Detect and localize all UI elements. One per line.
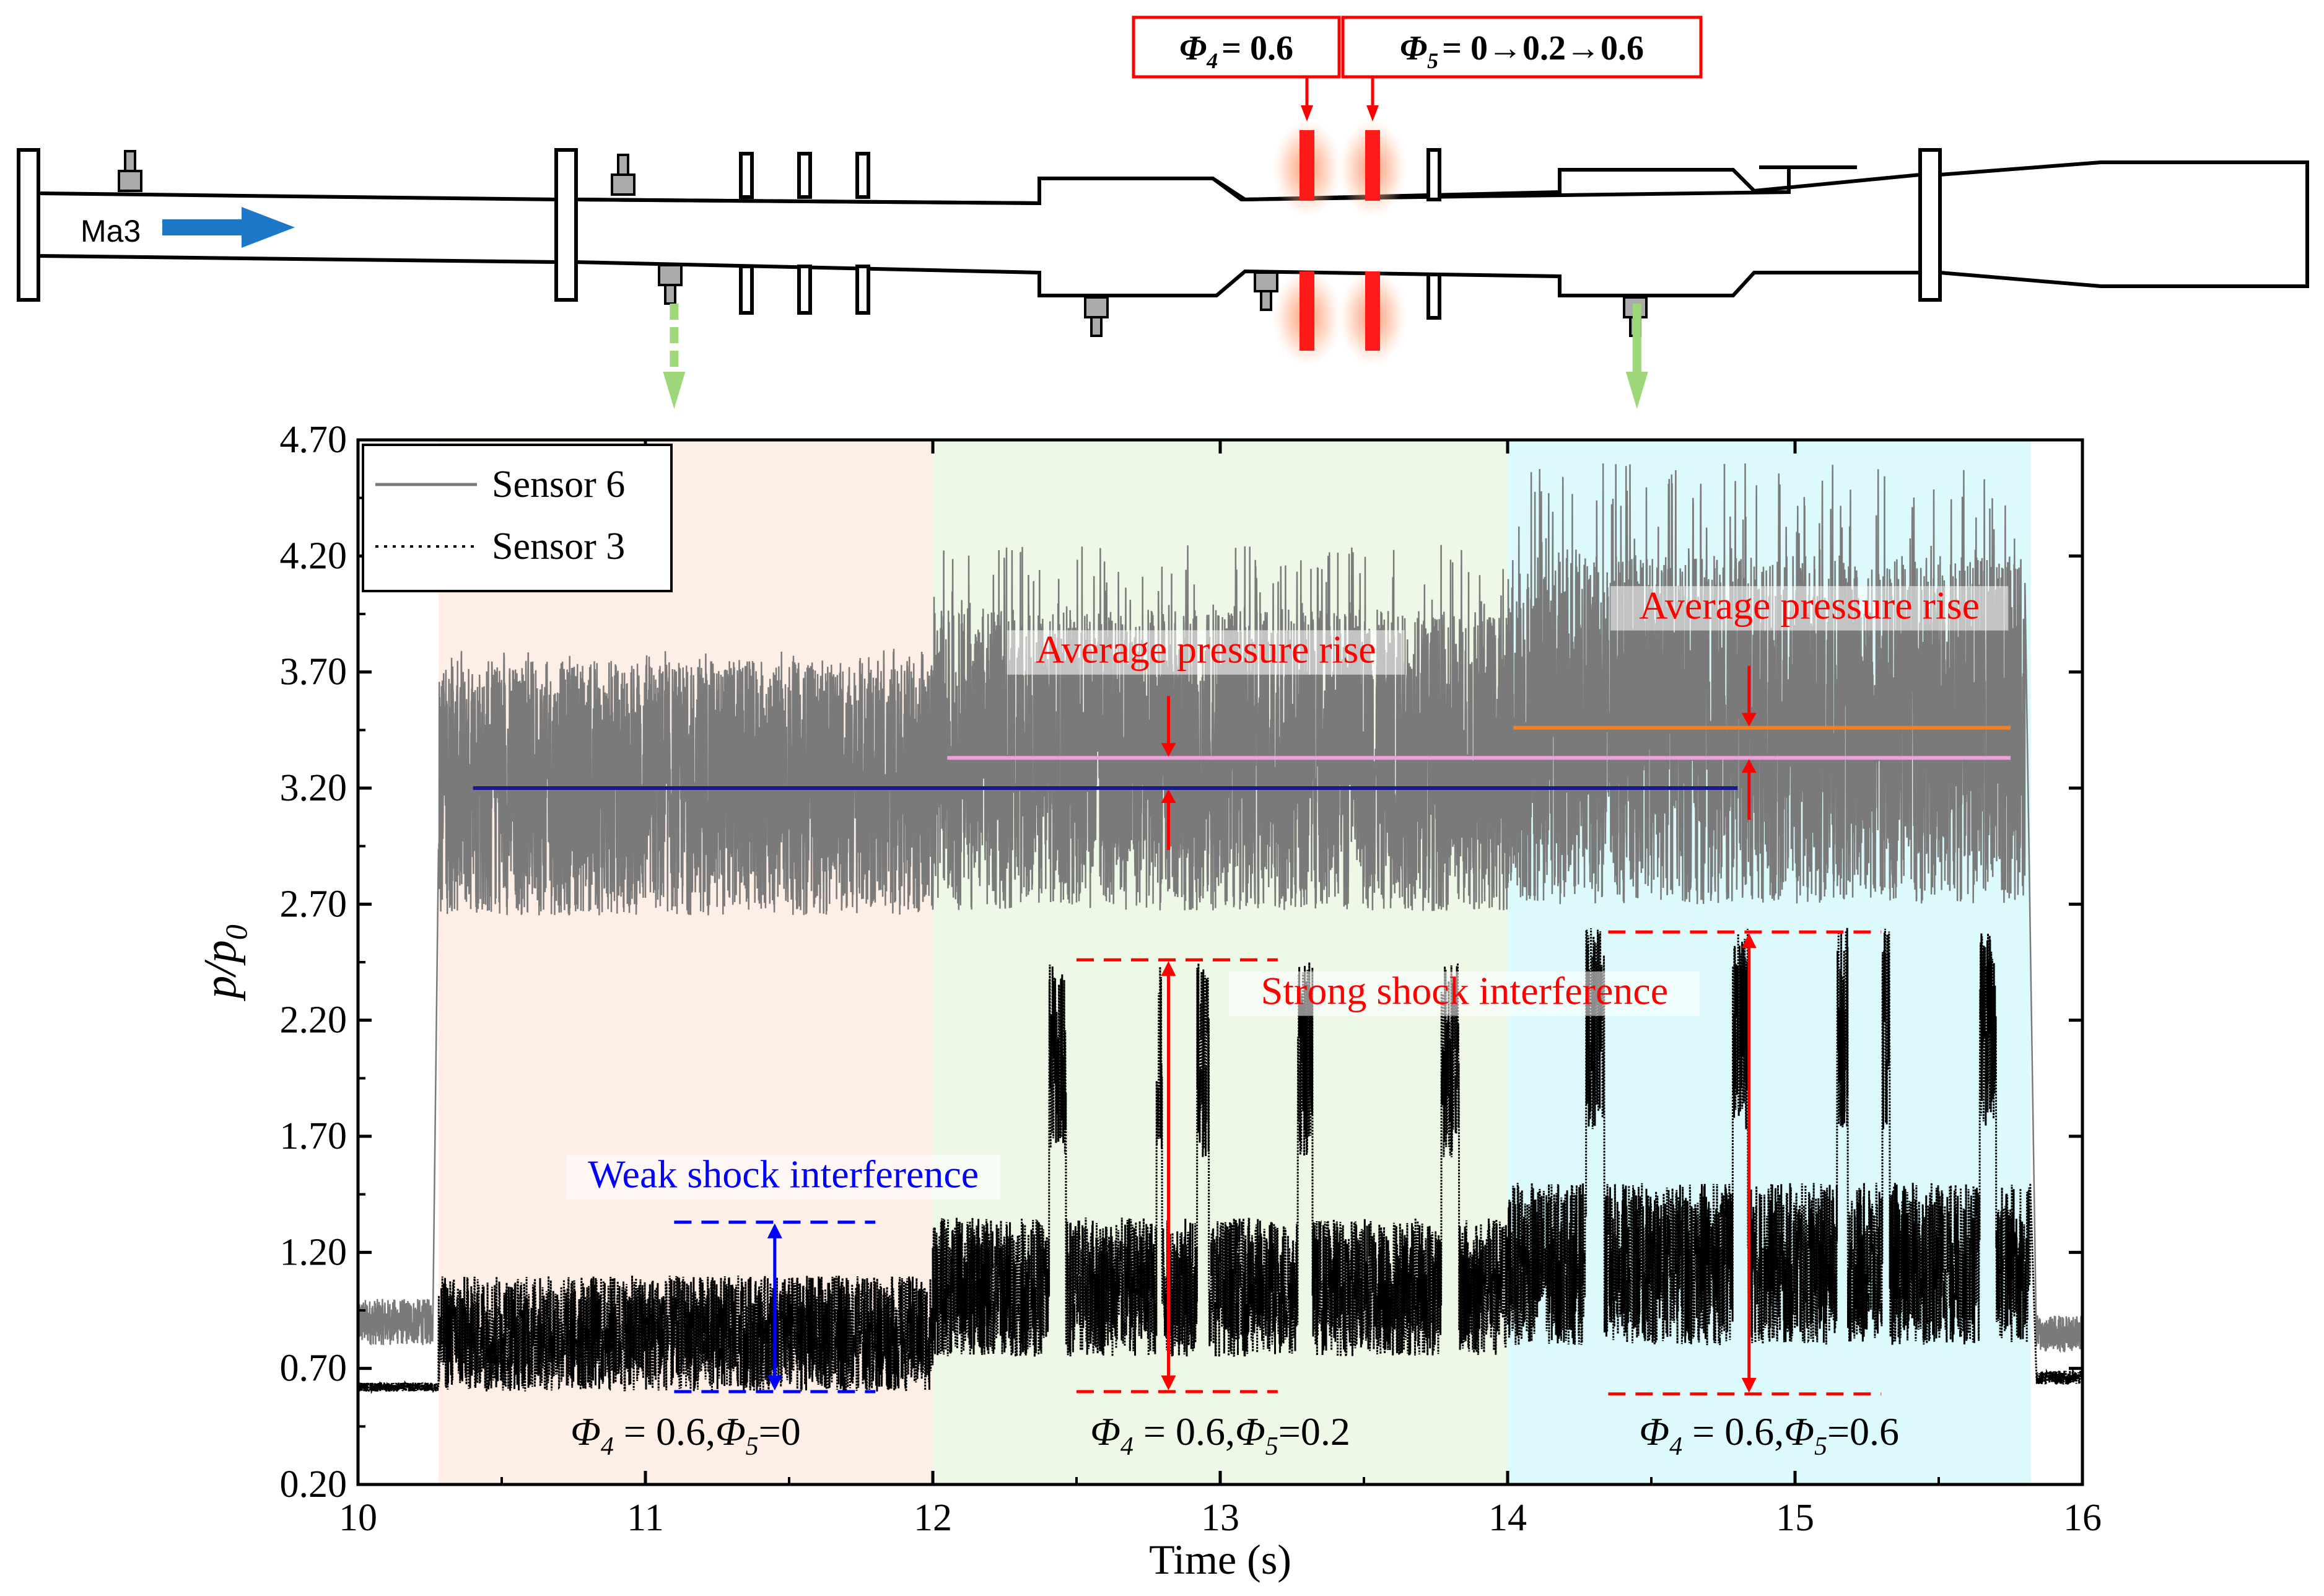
y-axis-title: p/p0 (195, 924, 253, 1002)
legend-label: Sensor 3 (492, 525, 625, 568)
x-tick-label: 10 (339, 1497, 377, 1539)
y-tick-label: 3.70 (280, 651, 347, 693)
injector-phi5-bottom (1365, 271, 1380, 351)
annotation-backdrop (1229, 971, 1700, 1016)
svg-text:Φ4= 0.6: Φ4 = 0.6 (1179, 29, 1293, 73)
series-line-sensor-3 (358, 927, 2082, 1395)
pointer-head (663, 372, 686, 409)
phi4-label-box: Φ4 = 0.6 (1132, 15, 1341, 79)
injector-phi4-top (1300, 130, 1314, 201)
svg-text:Φ5= 0→0.2→0.6: Φ5 = 0→0.2→0.6 (1400, 29, 1644, 73)
pressure-chart: Average pressure rise Average pressure ri… (195, 304, 2102, 1583)
band-arrow-head-down (767, 1375, 782, 1391)
sensor-pointer-arrow-icon (663, 304, 686, 409)
sensor-pointer-arrow-icon (1625, 304, 1648, 409)
arrow-head (1161, 789, 1176, 803)
x-tick-label: 14 (1488, 1497, 1527, 1539)
x-tick-label: 13 (1201, 1497, 1239, 1539)
band-arrow-head-up (767, 1223, 782, 1239)
flow-direction-arrow-icon (162, 207, 295, 248)
legend-label: Sensor 6 (492, 463, 625, 506)
x-tick-label: 12 (914, 1497, 952, 1539)
combustor-schematic (17, 148, 2309, 320)
x-axis-title: Time (s) (1149, 1536, 1291, 1583)
sensor-port-icon (1254, 271, 1278, 311)
x-tick-label: 11 (627, 1497, 664, 1539)
sensor-port-icon (1084, 296, 1109, 337)
y-tick-label: 4.70 (280, 419, 347, 461)
annotation-backdrop (1007, 630, 1405, 675)
sensor-port-icon (611, 154, 636, 196)
arrow-head (1741, 759, 1757, 773)
inlet-flange (17, 148, 40, 302)
y-tick-label: 3.20 (280, 767, 347, 809)
nozzle-flange (1918, 148, 1942, 302)
shock-band-marker (674, 1221, 876, 1393)
region-condition-label: Φ4 = 0.6,Φ5=0.6 (1639, 1410, 1899, 1461)
annotation-text: Average pressure rise (1036, 628, 1376, 672)
y-tick-label: 2.70 (280, 883, 347, 925)
y-tick-label: 4.20 (280, 535, 347, 577)
region-condition-label: Φ4 = 0.6,Φ5=0.2 (1090, 1410, 1350, 1461)
phi5-label-box: Φ5 = 0→0.2→0.6 (1341, 15, 1703, 79)
y-tick-label: 2.20 (280, 999, 347, 1041)
injector-phi5-top (1365, 130, 1380, 201)
series-line-sensor-6 (358, 463, 2082, 1353)
region-condition-label: Φ4 = 0.6,Φ5=0 (570, 1410, 801, 1461)
sensor-port-icon (118, 150, 142, 192)
y-tick-label: 1.20 (280, 1231, 347, 1273)
annotation-2: Average pressure rise (1610, 583, 2009, 631)
y-tick-label: 1.70 (280, 1115, 347, 1157)
annotation-text: Average pressure rise (1639, 583, 1980, 627)
pointer-head (1625, 372, 1648, 409)
y-tick-label: 0.20 (280, 1463, 347, 1506)
injector-phi4-bottom (1300, 271, 1314, 351)
shock-band-marker (1077, 958, 1278, 1393)
annotation-4: Weak shock interference (566, 1152, 1001, 1199)
annotation-3: Strong shock interference (1229, 968, 1700, 1016)
band-arrow-head-down (1161, 1375, 1176, 1391)
annotation-text: Strong shock interference (1261, 968, 1669, 1012)
pressure-rise-arrow-icon (1741, 665, 1757, 820)
x-tick-label: 16 (2063, 1497, 2102, 1539)
annotation-backdrop (1610, 586, 2009, 631)
y-tick-label: 0.70 (280, 1348, 347, 1390)
band-arrow-head-up (1161, 961, 1176, 976)
legend-box (362, 444, 673, 592)
shock-band-marker (1608, 930, 1882, 1396)
pressure-rise-arrow-icon (1161, 696, 1176, 850)
arrow-head (1741, 712, 1757, 727)
sensor-port-icon (658, 264, 683, 305)
fuel-injectors (1272, 77, 1407, 367)
isolator-flange (554, 148, 578, 302)
arrow-head (1161, 743, 1176, 757)
annotation-1: Average pressure rise (1007, 628, 1405, 675)
annotation-text: Weak shock interference (588, 1152, 979, 1196)
annotation-backdrop (566, 1154, 1001, 1199)
sensor-ports (118, 150, 1648, 337)
band-arrow-head-up (1741, 933, 1757, 949)
band-arrow-head-down (1741, 1377, 1757, 1393)
x-tick-label: 15 (1776, 1497, 1814, 1539)
inlet-mach-label: Ma3 (81, 214, 141, 248)
